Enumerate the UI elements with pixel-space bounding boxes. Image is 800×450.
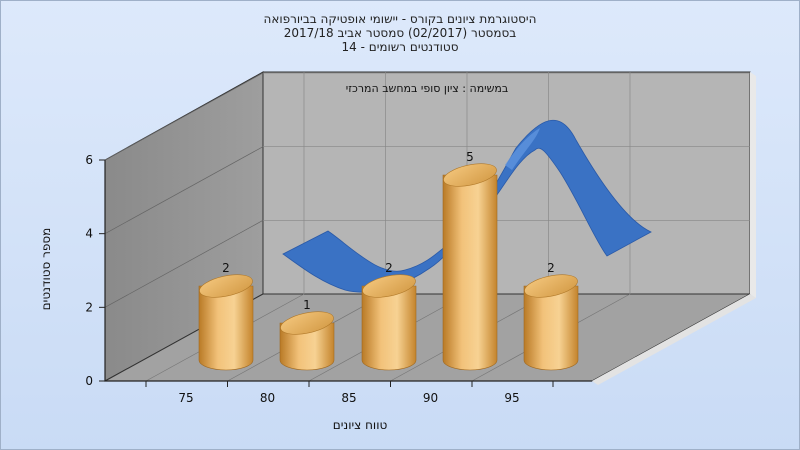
- bar: 2: [198, 261, 254, 371]
- x-ticks: 75 80 85 90 95: [145, 381, 554, 405]
- bar-cap: [362, 274, 416, 298]
- bar-body: [523, 285, 579, 371]
- grid-line-left: [104, 146, 264, 234]
- bar-body: [442, 174, 498, 371]
- wall-label: במשימה : ציון סופי במחשב המרכזי: [346, 82, 509, 95]
- bar-cap: [199, 274, 253, 298]
- bar-value-label: 2: [222, 261, 230, 275]
- y-tick-label: 0: [85, 374, 93, 388]
- bar: 2: [361, 261, 417, 371]
- y-tick-label: 2: [85, 300, 93, 314]
- bar-cap: [443, 163, 497, 187]
- y-tick-label: 6: [85, 153, 93, 167]
- x-tick-label: 85: [341, 391, 356, 405]
- grid-line-left: [104, 72, 264, 161]
- bar-value-label: 1: [303, 298, 311, 312]
- bar-body: [279, 322, 335, 371]
- bar-value-label: 2: [385, 261, 393, 275]
- x-tick-label: 80: [260, 391, 275, 405]
- floor-bevel: [592, 294, 756, 385]
- wall-bevel: [750, 72, 756, 298]
- x-tick-label: 90: [423, 391, 438, 405]
- bar-value-label: 2: [547, 261, 555, 275]
- chart-title: היסטוגרמת ציונים בקורס - יישומי אופטיקה …: [263, 12, 537, 26]
- x-axis-label: טווח ציונים: [332, 418, 388, 432]
- bar-body: [361, 285, 417, 371]
- bar-body: [198, 285, 254, 371]
- curve-highlight: [505, 128, 540, 170]
- bars: 2 1 2 5 2: [198, 150, 579, 371]
- grid-line-left: [104, 220, 264, 308]
- bar: 2: [523, 261, 579, 371]
- y-ticks: 0 2 4 6: [85, 153, 105, 388]
- x-tick-label: 75: [178, 391, 193, 405]
- y-tick-label: 4: [85, 227, 93, 241]
- bar-cap: [280, 311, 334, 335]
- bar-value-label: 5: [466, 150, 474, 164]
- x-tick-label: 95: [504, 391, 519, 405]
- bar: 1: [279, 298, 335, 371]
- bar: 5: [442, 150, 498, 371]
- chart-subtitle: בסמסטר (02/2017) סמסטר אביב 2017/18: [283, 26, 517, 40]
- bar-cap: [524, 274, 578, 298]
- chart-note: סטודנטים רשומים - 14: [341, 40, 459, 54]
